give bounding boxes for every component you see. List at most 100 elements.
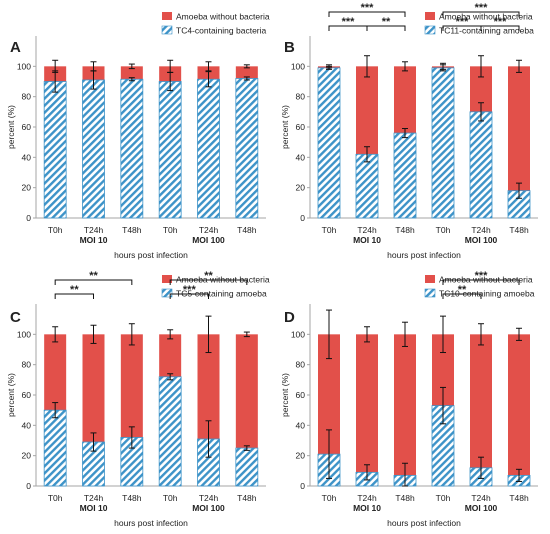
y-tick-label: 20 bbox=[296, 183, 306, 193]
legend: Amoeba without bacteria TC4-containing ba… bbox=[161, 12, 270, 36]
legend-swatch-red bbox=[162, 12, 172, 20]
bar-segment-containing bbox=[235, 447, 259, 487]
bar-segment-amoeba-without-bacteria bbox=[394, 66, 416, 134]
legend-swatch-hatched bbox=[424, 25, 436, 35]
bar-segment-amoeba-without-bacteria bbox=[356, 66, 378, 155]
y-tick-label: 40 bbox=[22, 152, 32, 162]
x-tick-label: T0h bbox=[163, 493, 178, 503]
bar-segment-containing bbox=[431, 67, 455, 219]
y-tick-label: 60 bbox=[22, 390, 32, 400]
bracket-line bbox=[54, 279, 133, 285]
significance-stars: *** bbox=[475, 270, 489, 282]
x-tick-label: T48h bbox=[122, 225, 142, 235]
group-label: MOI 10 bbox=[80, 503, 108, 513]
significance-bracket: *** bbox=[442, 270, 520, 285]
x-tick-label: T24h bbox=[199, 493, 219, 503]
significance-stars: ** bbox=[204, 270, 213, 282]
y-tick-label: 60 bbox=[296, 122, 306, 132]
y-tick-label: 40 bbox=[22, 420, 32, 430]
y-tick-label: 60 bbox=[296, 390, 306, 400]
y-axis-title: percent (%) bbox=[280, 105, 290, 149]
x-tick-label: T48h bbox=[237, 225, 257, 235]
bar-segment-containing bbox=[469, 111, 493, 219]
legend: Amoeba without bacteria TC11-containing a… bbox=[424, 12, 534, 36]
y-tick-label: 0 bbox=[26, 213, 31, 223]
bar-segment-containing bbox=[393, 132, 417, 219]
bar-segment-containing bbox=[197, 78, 220, 219]
x-tick-label: T48h bbox=[509, 225, 529, 235]
bar-segment-amoeba-without-bacteria bbox=[470, 66, 492, 112]
bar-segment-containing bbox=[43, 81, 67, 219]
x-axis-title: hours post infection bbox=[387, 518, 461, 528]
x-tick-label: T0h bbox=[322, 225, 337, 235]
bar-segment-amoeba-without-bacteria bbox=[508, 334, 530, 476]
bar-segment-containing bbox=[355, 153, 379, 219]
bar-segment-amoeba-without-bacteria bbox=[356, 334, 378, 473]
bar-segment-containing bbox=[235, 78, 259, 219]
significance-bracket: *** bbox=[480, 16, 520, 31]
x-tick-label: T48h bbox=[509, 493, 529, 503]
significance-bracket: *** bbox=[328, 2, 406, 17]
legend-swatch-red bbox=[162, 275, 172, 283]
y-tick-label: 80 bbox=[22, 92, 32, 102]
y-tick-label: 40 bbox=[296, 152, 306, 162]
bar-segment-amoeba-without-bacteria bbox=[394, 334, 416, 476]
legend-swatch-red bbox=[425, 12, 435, 20]
panel-letter: B bbox=[284, 39, 295, 56]
y-tick-label: 80 bbox=[296, 92, 306, 102]
y-tick-label: 20 bbox=[22, 183, 32, 193]
legend-label: Amoeba without bacteria bbox=[439, 12, 533, 22]
panel-letter: A bbox=[10, 39, 21, 56]
significance-stars: ** bbox=[458, 284, 467, 296]
bar-segment-amoeba-without-bacteria bbox=[432, 334, 454, 406]
bar-segment-amoeba-without-bacteria bbox=[82, 334, 105, 443]
y-tick-label: 100 bbox=[291, 329, 305, 339]
x-tick-label: T0h bbox=[48, 493, 63, 503]
legend-label: TC10-containing amoeba bbox=[439, 289, 535, 299]
x-tick-label: T24h bbox=[471, 225, 491, 235]
significance-bracket: *** bbox=[442, 2, 520, 17]
x-tick-label: T24h bbox=[84, 225, 104, 235]
y-tick-label: 0 bbox=[300, 481, 305, 491]
legend-swatch-hatched bbox=[424, 288, 436, 298]
significance-bracket: *** bbox=[169, 284, 209, 299]
x-tick-label: T0h bbox=[436, 493, 451, 503]
significance-bracket: ** bbox=[54, 270, 133, 285]
x-tick-label: T48h bbox=[395, 225, 415, 235]
significance-bracket: ** bbox=[442, 284, 482, 299]
y-tick-label: 20 bbox=[22, 451, 32, 461]
bar-segment-amoeba-without-bacteria bbox=[235, 66, 258, 79]
legend-swatch-red bbox=[425, 275, 435, 283]
y-tick-label: 100 bbox=[17, 329, 31, 339]
significance-bracket: *** bbox=[328, 16, 368, 31]
bar-segment-amoeba-without-bacteria bbox=[120, 66, 143, 80]
bracket-line bbox=[442, 11, 520, 17]
bracket-line bbox=[480, 25, 520, 31]
group-label: MOI 100 bbox=[465, 235, 498, 245]
y-tick-label: 20 bbox=[296, 451, 306, 461]
significance-stars: *** bbox=[183, 284, 197, 296]
legend-label: TC11-containing amoeba bbox=[439, 26, 534, 36]
group-label: MOI 100 bbox=[192, 235, 225, 245]
significance-stars: ** bbox=[89, 270, 98, 282]
x-tick-label: T24h bbox=[357, 225, 377, 235]
bar-segment-amoeba-without-bacteria bbox=[197, 334, 220, 439]
chart-panel-a: A Amoeba without bacteria TC4-containing b… bbox=[6, 12, 270, 261]
bar-segment-containing bbox=[158, 81, 182, 219]
x-axis-title: hours post infection bbox=[114, 518, 188, 528]
y-axis-title: percent (%) bbox=[6, 105, 16, 149]
legend-label: TC4-containing bacteria bbox=[176, 26, 267, 36]
bar-segment-amoeba-without-bacteria bbox=[44, 334, 67, 411]
panel-letter: D bbox=[284, 309, 295, 326]
legend-swatch-hatched bbox=[161, 288, 173, 298]
bracket-line bbox=[169, 279, 248, 285]
panel-letter: C bbox=[10, 309, 21, 326]
significance-bracket: ** bbox=[366, 16, 406, 31]
bar-segment-amoeba-without-bacteria bbox=[120, 334, 143, 438]
x-tick-label: T0h bbox=[436, 225, 451, 235]
bar-segment-containing bbox=[317, 67, 341, 219]
significance-stars: *** bbox=[475, 2, 489, 14]
bracket-line bbox=[169, 293, 209, 299]
